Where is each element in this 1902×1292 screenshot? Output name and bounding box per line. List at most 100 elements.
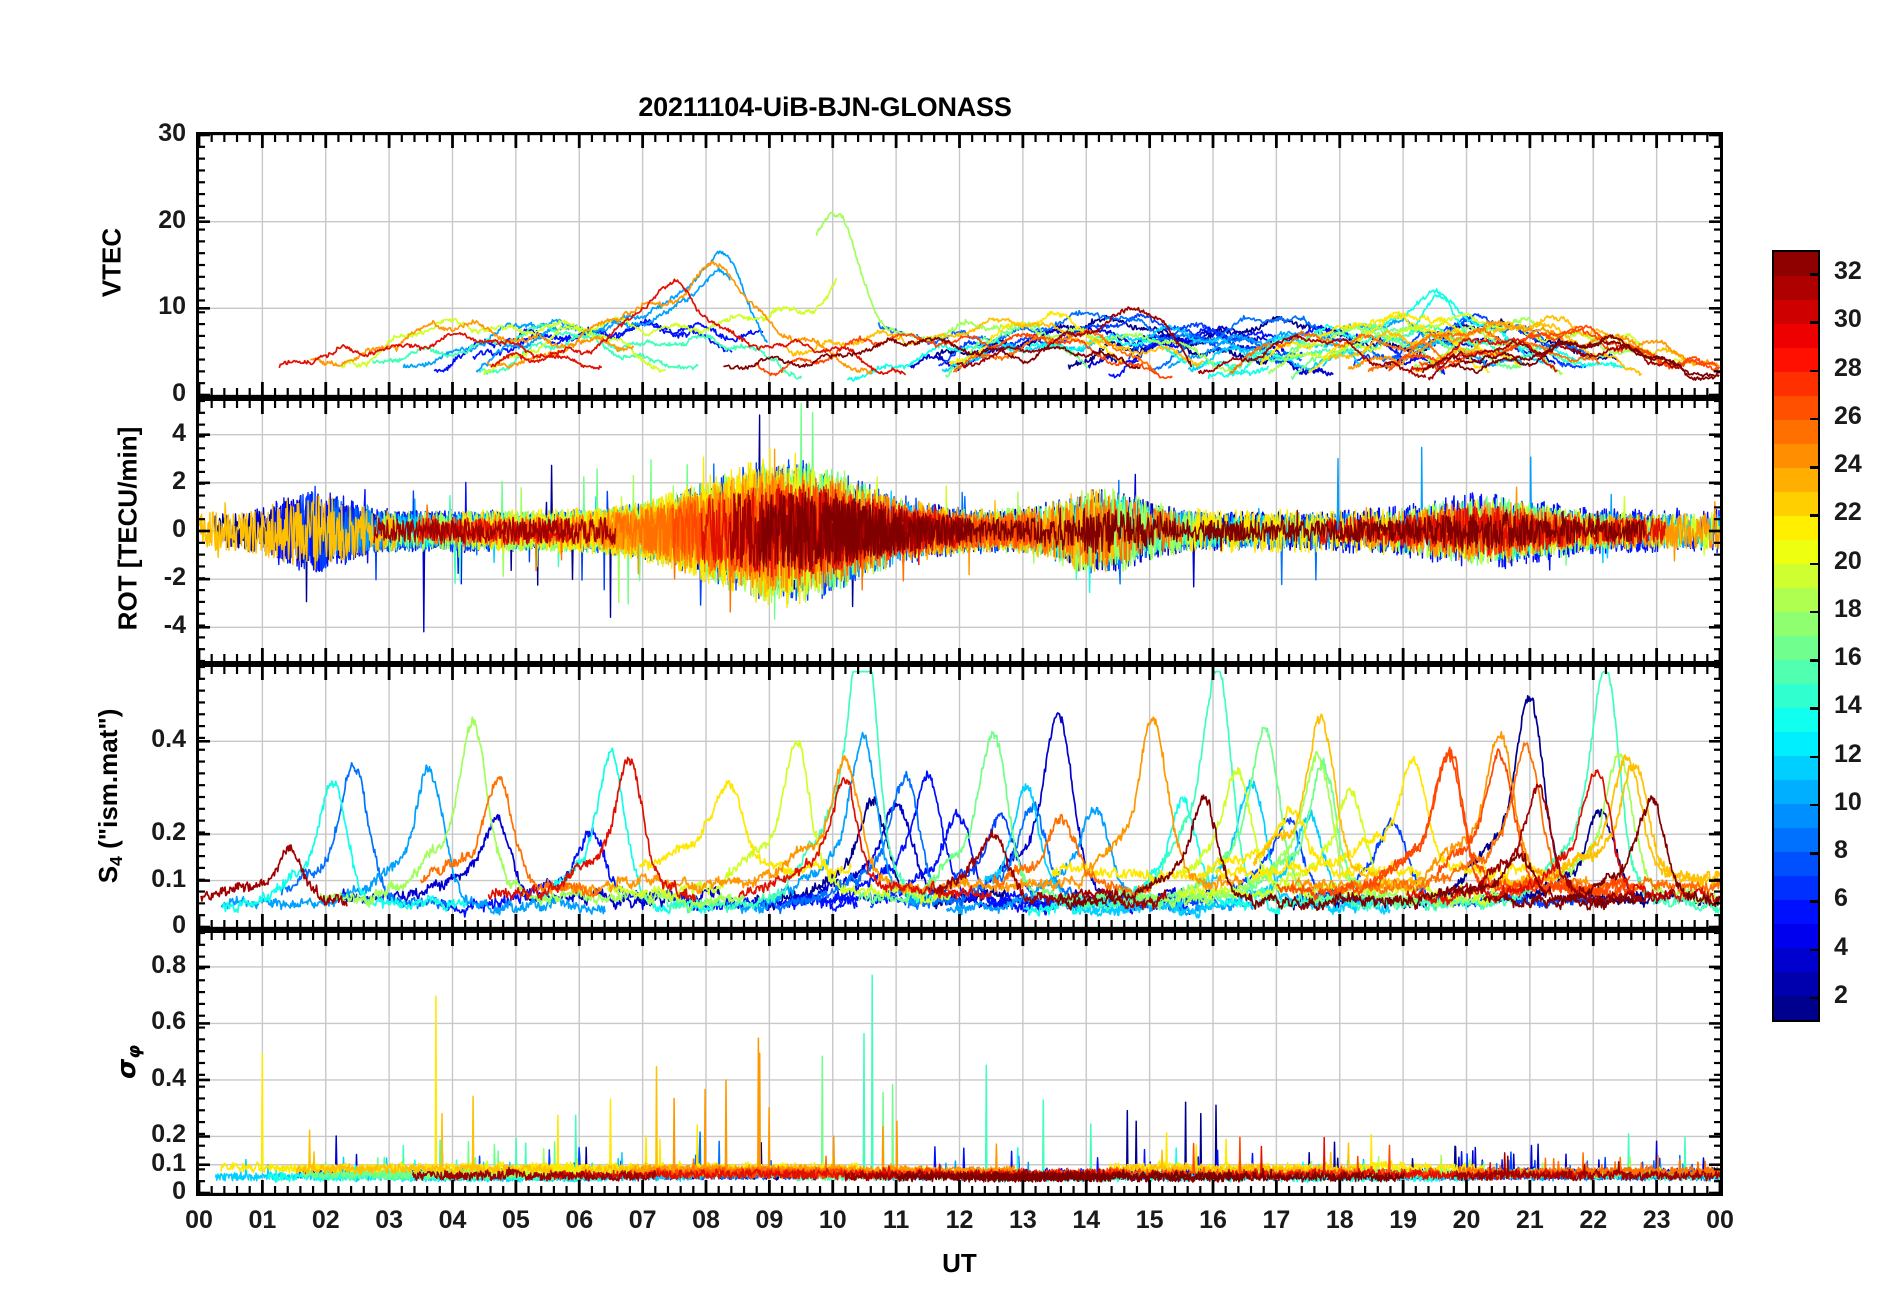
data-series-line (1451, 1152, 1720, 1182)
data-series-line (793, 974, 1131, 1182)
panel-rot (196, 398, 1723, 664)
colorbar-tick-mark (1810, 417, 1820, 421)
ytick-label: -4 (163, 611, 186, 640)
ytick-label: 0.8 (151, 950, 186, 979)
colorbar-tick-mark (1810, 803, 1820, 807)
data-series-line (220, 764, 606, 916)
data-series-line (1056, 794, 1383, 912)
panel-s4-ylabel: S4 ("ism.mat") (93, 663, 127, 929)
ytick-label: 0.2 (151, 818, 186, 847)
xtick-label: 11 (882, 1206, 910, 1234)
colorbar-tick-mark (1810, 562, 1820, 566)
ytick-label: 0.4 (151, 1063, 186, 1092)
colorbar-tick-label: 14 (1834, 691, 1862, 720)
data-series-line (1377, 852, 1637, 911)
ytick-label: -2 (163, 563, 186, 592)
data-series-line (758, 770, 964, 915)
colorbar-tick-label: 28 (1834, 353, 1862, 382)
data-series-line (547, 755, 968, 896)
data-series-line (1170, 809, 1391, 919)
colorbar-prn (1772, 250, 1820, 1022)
xtick-label: 04 (438, 1206, 467, 1234)
data-series-line (638, 779, 852, 878)
colorbar-tick-mark (1810, 610, 1820, 614)
data-series-line (1226, 509, 1646, 552)
data-series-line (1229, 330, 1458, 375)
ytick-label: 0 (172, 515, 186, 543)
ytick-label: 0.1 (151, 864, 186, 893)
colorbar-tick-label: 10 (1834, 787, 1862, 816)
data-series-line (992, 1167, 1406, 1183)
xtick-label: 12 (945, 1206, 974, 1234)
xtick-label: 08 (692, 1206, 720, 1234)
data-series-line (1444, 783, 1674, 908)
ytick-label: 0.6 (151, 1007, 186, 1036)
xtick-label: 00 (1706, 1206, 1734, 1234)
data-series-line (1327, 321, 1643, 377)
xtick-label: 15 (1135, 1206, 1164, 1234)
colorbar-tick-mark (1810, 514, 1820, 517)
s4-label-sub: 4 (105, 856, 126, 866)
data-series-line (278, 331, 603, 370)
data-series-line (1329, 742, 1720, 896)
xtick-label: 03 (375, 1206, 404, 1234)
phi-symbol: φ (124, 1044, 145, 1059)
panel-vtec-ylabel: VTEC (96, 227, 127, 298)
data-series-line (753, 332, 1173, 379)
colorbar-tick-label: 12 (1834, 739, 1862, 768)
s4-label-rest: ("ism.mat") (93, 708, 124, 857)
ytick-label: 0.2 (151, 1120, 186, 1149)
data-series-line (957, 716, 1244, 893)
data-series-line (373, 516, 616, 546)
colorbar-tick-label: 6 (1834, 884, 1848, 913)
data-series-line (723, 336, 1141, 371)
xtick-label: 20 (1452, 1206, 1481, 1234)
ytick-label: 2 (172, 466, 186, 495)
colorbar-tick-mark (1810, 466, 1820, 469)
data-series-line (606, 740, 952, 906)
data-series-line (1414, 314, 1695, 373)
data-series-line (479, 332, 803, 380)
xtick-label: 14 (1072, 1206, 1101, 1234)
colorbar-tick-label: 18 (1834, 594, 1862, 623)
data-series-line (200, 844, 348, 907)
xtick-label: 22 (1579, 1206, 1608, 1234)
panel-sigmaphi-ylabel: σφ (111, 929, 145, 1195)
sigma-symbol: σ (112, 1058, 143, 1080)
data-series-line (420, 776, 600, 898)
panel-rot-ylabel: ROT [TECU/min] (112, 426, 143, 631)
xtick-label: 21 (1515, 1206, 1544, 1234)
ytick-label: 20 (158, 205, 186, 234)
xtick-label: 05 (501, 1206, 530, 1234)
colorbar-tick-mark (1810, 852, 1820, 855)
panel-sigma-phi (196, 930, 1723, 1196)
data-series-line (823, 497, 1246, 562)
colorbar-tick-mark (1810, 369, 1820, 373)
data-series-line (1197, 333, 1427, 378)
data-series-line (941, 324, 1339, 373)
ytick-label: 0.1 (151, 1148, 186, 1177)
data-series-line (738, 776, 992, 900)
xtick-label: 06 (565, 1206, 594, 1234)
data-series-line (295, 1095, 554, 1176)
data-series-line (953, 328, 1157, 374)
colorbar-tick-mark (1810, 707, 1820, 710)
ytick-label: 0.4 (151, 725, 186, 754)
xtick-label: 00 (185, 1206, 213, 1234)
data-series-line (1187, 334, 1362, 373)
ytick-label: 30 (158, 119, 186, 147)
data-series-line (1483, 795, 1720, 911)
data-series-line (309, 319, 635, 367)
data-series-line (199, 495, 398, 570)
data-series-line (301, 1150, 504, 1181)
colorbar-tick-mark (1810, 321, 1820, 324)
data-series-line (634, 1037, 852, 1177)
colorbar-tick-mark (1810, 900, 1820, 903)
data-series-line (932, 829, 1168, 911)
data-series-line (784, 317, 1205, 368)
ytick-label: 0 (172, 379, 186, 407)
data-series-line (1087, 325, 1325, 374)
colorbar-tick-label: 24 (1834, 450, 1862, 479)
data-series-line (490, 278, 907, 376)
